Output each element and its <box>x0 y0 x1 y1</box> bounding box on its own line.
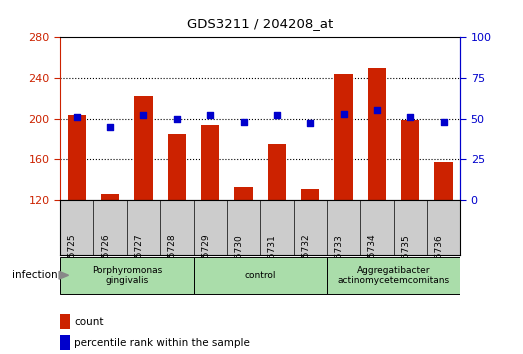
Bar <box>301 189 320 200</box>
Bar <box>368 68 386 200</box>
Bar <box>60 314 70 329</box>
Point <box>173 116 181 121</box>
Text: Aggregatibacter
actinomycetemcomitans: Aggregatibacter actinomycetemcomitans <box>337 266 450 285</box>
Bar <box>234 187 253 200</box>
Point <box>206 113 214 118</box>
FancyBboxPatch shape <box>60 257 194 294</box>
Bar <box>401 120 419 200</box>
Bar <box>435 162 453 200</box>
Point <box>139 113 147 118</box>
Bar <box>334 74 353 200</box>
Point <box>339 111 348 116</box>
Text: Porphyromonas
gingivalis: Porphyromonas gingivalis <box>92 266 162 285</box>
Bar <box>268 144 286 200</box>
Bar <box>67 115 86 200</box>
Point <box>240 119 248 125</box>
Bar <box>201 125 219 200</box>
Point <box>106 124 115 130</box>
Point <box>439 119 448 125</box>
Bar <box>60 335 70 350</box>
Text: count: count <box>74 316 104 327</box>
Point <box>373 108 381 113</box>
Point <box>306 121 314 126</box>
Bar <box>134 96 153 200</box>
Bar <box>101 194 119 200</box>
Text: infection: infection <box>12 270 58 280</box>
Point <box>73 114 81 120</box>
Bar <box>168 134 186 200</box>
Text: control: control <box>244 271 276 280</box>
Point <box>272 113 281 118</box>
Text: GDS3211 / 204208_at: GDS3211 / 204208_at <box>187 17 333 30</box>
FancyBboxPatch shape <box>327 257 460 294</box>
Point <box>406 114 414 120</box>
Text: percentile rank within the sample: percentile rank within the sample <box>74 338 250 348</box>
FancyBboxPatch shape <box>194 257 327 294</box>
